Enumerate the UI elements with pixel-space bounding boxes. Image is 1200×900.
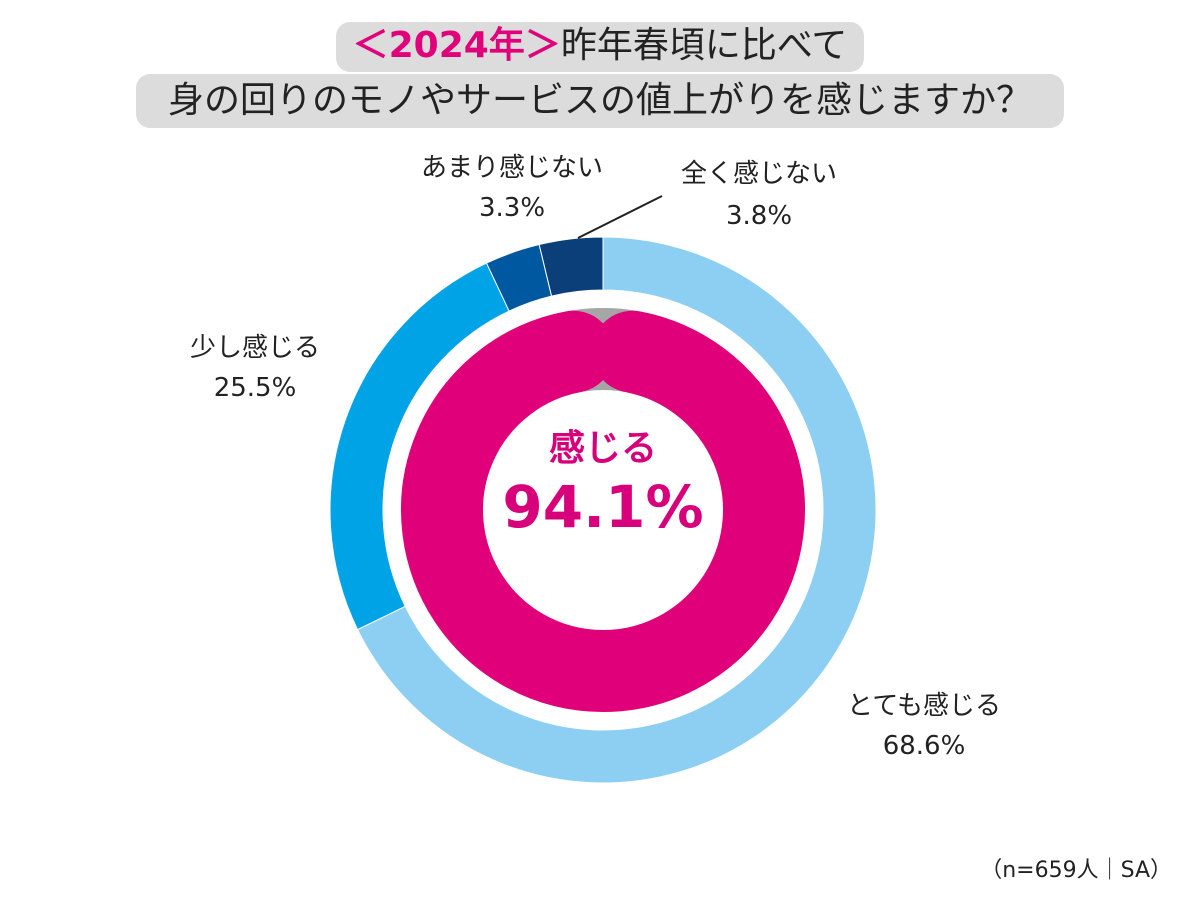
label-totemo-kanjiru: とても感じる xyxy=(847,691,1001,721)
label-amari-kanjinai: あまり感じない xyxy=(421,153,603,183)
label-mattaku-kanjinai: 全く感じない xyxy=(681,159,837,189)
chart-title-question-start: 昨年春頃に比べて xyxy=(560,25,848,66)
sample-size-note: （n=659人｜SA） xyxy=(980,858,1172,883)
label-sukoshi-kanjiru: 少し感じる xyxy=(190,333,320,363)
chart-title-line-1: ＜2024年＞昨年春頃に比べて xyxy=(336,22,864,72)
value-amari-kanjinai: 3.3% xyxy=(479,193,545,223)
outer-ring xyxy=(329,236,877,784)
inner-slice-kanjiru xyxy=(401,310,805,712)
slice-mattaku-kanjinai xyxy=(538,236,604,297)
center-label-value: 94.1% xyxy=(502,473,703,541)
inner-ring xyxy=(401,307,805,712)
chart-title-block: ＜2024年＞昨年春頃に比べて 身の回りのモノやサービスの値上がりを感じますか？ xyxy=(0,0,1200,140)
value-sukoshi-kanjiru: 25.5% xyxy=(214,373,297,403)
slice-totemo-kanjiru xyxy=(356,236,877,784)
value-mattaku-kanjinai: 3.8% xyxy=(726,201,792,231)
value-totemo-kanjiru: 68.6% xyxy=(883,731,966,761)
chart-title-line-2: 身の回りのモノやサービスの値上がりを感じますか？ xyxy=(136,74,1064,128)
center-label-title: 感じる xyxy=(549,428,657,469)
chart-title-year: ＜2024年＞ xyxy=(352,25,561,66)
leader-line-zen-ku-kanjinai xyxy=(577,195,663,239)
category-labels: とても感じる 68.6% 少し感じる 25.5% あまり感じない 3.3% 全く感じない 3.… xyxy=(190,153,1001,761)
